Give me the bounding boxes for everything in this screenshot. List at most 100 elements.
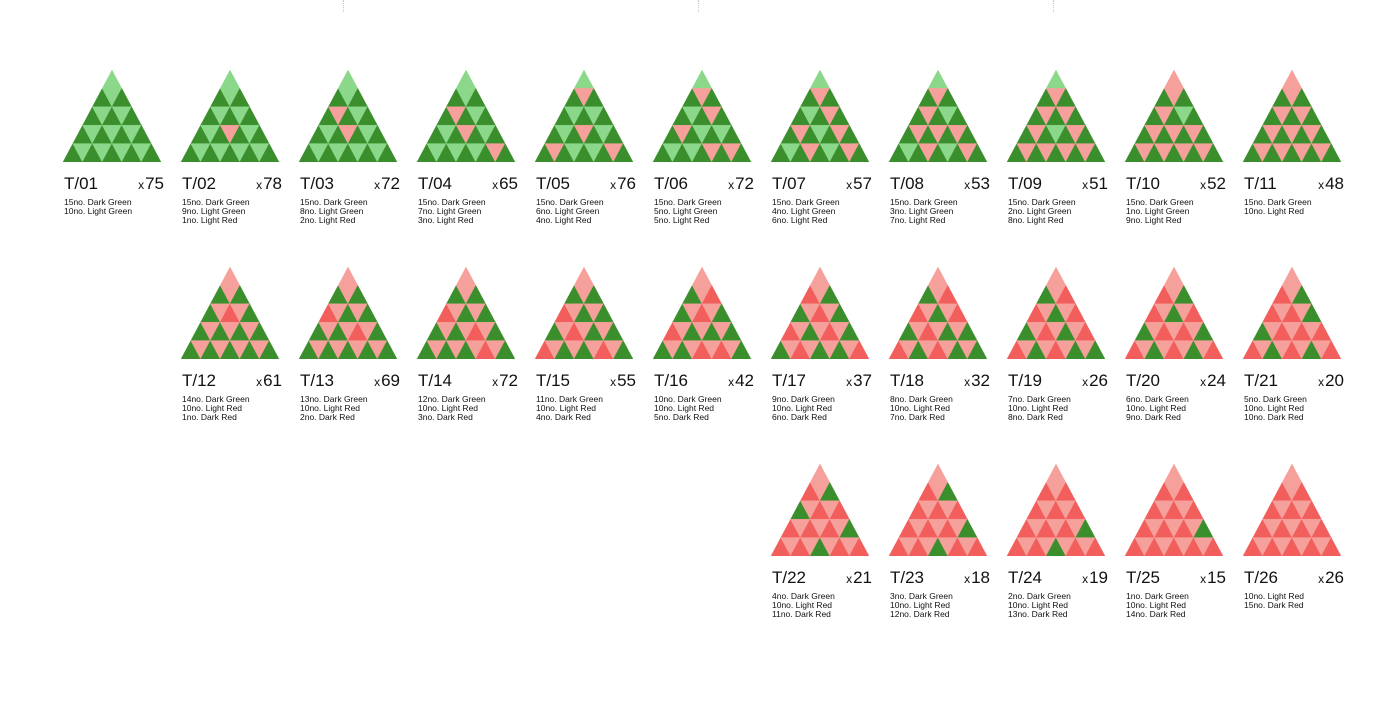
tile-quantity: x72 bbox=[492, 371, 518, 392]
tile-quantity: x18 bbox=[964, 568, 990, 589]
colour-count-line: 3no. Dark Green bbox=[890, 591, 953, 601]
triangle-pattern bbox=[417, 70, 515, 162]
colour-breakdown: 13no. Dark Green 10no. Light Red 2no. Dark… bbox=[300, 395, 368, 422]
up-triangle-dark-green bbox=[613, 340, 633, 359]
colour-count-line: 1no. Dark Green bbox=[1126, 591, 1189, 601]
colour-count-line: 10no. Light Red bbox=[772, 403, 833, 413]
quantity-value: 48 bbox=[1325, 174, 1344, 193]
tile-quantity: x51 bbox=[1082, 174, 1108, 195]
tile-quantity: x57 bbox=[846, 174, 872, 195]
up-triangle-dark-green bbox=[613, 143, 633, 162]
tile-t13: T/13 x69 13no. Dark Green 10no. Light Red 2n… bbox=[299, 267, 409, 427]
quantity-prefix: x bbox=[492, 178, 499, 192]
colour-count-line: 9no. Dark Green bbox=[772, 394, 835, 404]
up-triangle-light-green bbox=[1045, 70, 1067, 89]
quantity-value: 52 bbox=[1207, 174, 1226, 193]
up-triangle-dark-red bbox=[1321, 537, 1341, 556]
colour-count-line: 10no. Light Red bbox=[1126, 403, 1187, 413]
up-triangle-dark-green bbox=[259, 143, 279, 162]
colour-count-line: 10no. Light Red bbox=[1126, 600, 1187, 610]
quantity-prefix: x bbox=[964, 178, 971, 192]
up-triangle-dark-green bbox=[1321, 143, 1341, 162]
tile-t15: T/15 x55 11no. Dark Green 10no. Light Red 4n… bbox=[535, 267, 645, 427]
quantity-prefix: x bbox=[256, 375, 263, 389]
colour-count-line: 10no. Light Red bbox=[772, 600, 833, 610]
triangle-pattern bbox=[1007, 464, 1105, 556]
up-triangle-dark-red bbox=[1085, 537, 1105, 556]
quantity-prefix: x bbox=[1082, 572, 1089, 586]
up-triangle-light-red bbox=[1163, 464, 1185, 483]
quantity-prefix: x bbox=[964, 375, 971, 389]
colour-count-line: 15no. Dark Green bbox=[772, 197, 840, 207]
tile-quantity: x55 bbox=[610, 371, 636, 392]
colour-breakdown: 15no. Dark Green 1no. Light Green 9no. Lig… bbox=[1126, 198, 1194, 225]
tile-t12: T/12 x61 14no. Dark Green 10no. Light Red 1n… bbox=[181, 267, 291, 427]
quantity-value: 18 bbox=[971, 568, 990, 587]
tile-quantity: x48 bbox=[1318, 174, 1344, 195]
triangle-pattern bbox=[771, 464, 869, 556]
tile-t16: T/16 x42 10no. Dark Green 10no. Light Red 5n… bbox=[653, 267, 763, 427]
up-triangle-dark-green bbox=[731, 143, 751, 162]
up-triangle-light-red bbox=[1163, 267, 1185, 286]
up-triangle-dark-red bbox=[1203, 340, 1223, 359]
quantity-value: 76 bbox=[617, 174, 636, 193]
tile-t09: T/09 x51 15no. Dark Green 2no. Light Green 8… bbox=[1007, 70, 1117, 230]
up-triangle-dark-red bbox=[849, 340, 869, 359]
triangle-pattern bbox=[1007, 70, 1105, 162]
quantity-value: 78 bbox=[263, 174, 282, 193]
guide-mark-center bbox=[698, 0, 699, 12]
quantity-value: 26 bbox=[1089, 371, 1108, 390]
tile-t17: T/17 x37 9no. Dark Green 10no. Light Red 6no… bbox=[771, 267, 881, 427]
tile-code: T/09 bbox=[1008, 174, 1043, 193]
tile-quantity: x72 bbox=[728, 174, 754, 195]
tile-code: T/01 bbox=[64, 174, 99, 193]
tile-quantity: x24 bbox=[1200, 371, 1226, 392]
up-triangle-dark-green bbox=[495, 340, 515, 359]
colour-count-line: 5no. Light Green bbox=[654, 206, 718, 216]
colour-breakdown: 15no. Dark Green 10no. Light Green bbox=[64, 198, 132, 216]
colour-breakdown: 15no. Dark Green 8no. Light Green 2no. Lig… bbox=[300, 198, 368, 225]
colour-breakdown: 15no. Dark Green 7no. Light Green 3no. Lig… bbox=[418, 198, 486, 225]
up-triangle-light-red bbox=[927, 267, 949, 286]
colour-count-line: 9no. Dark Red bbox=[1126, 412, 1181, 422]
triangle-pattern bbox=[1125, 464, 1223, 556]
tile-code: T/23 bbox=[890, 568, 925, 587]
tile-t26: T/26 x26 10no. Light Red 15no. Dark Red bbox=[1243, 464, 1353, 624]
colour-count-line: 11no. Dark Red bbox=[772, 609, 831, 619]
colour-count-line: 13no. Dark Green bbox=[300, 394, 368, 404]
colour-count-line: 5no. Dark Red bbox=[654, 412, 709, 422]
tile-t03: T/03 x72 15no. Dark Green 8no. Light Green 2… bbox=[299, 70, 409, 230]
up-triangle-light-red bbox=[927, 464, 949, 483]
up-triangle-light-red bbox=[573, 267, 595, 286]
quantity-prefix: x bbox=[610, 375, 617, 389]
quantity-prefix: x bbox=[1200, 572, 1207, 586]
up-triangle-dark-green bbox=[1203, 143, 1223, 162]
up-triangle-light-green bbox=[573, 70, 595, 89]
tile-quantity: x26 bbox=[1318, 568, 1344, 589]
up-triangle-light-red bbox=[1281, 464, 1303, 483]
tile-t21: T/21 x20 5no. Dark Green 10no. Light Red 10n… bbox=[1243, 267, 1353, 427]
up-triangle-dark-red bbox=[849, 537, 869, 556]
up-triangle-light-red bbox=[1281, 267, 1303, 286]
colour-count-line: 2no. Dark Green bbox=[1008, 591, 1071, 601]
triangle-pattern bbox=[1125, 70, 1223, 162]
colour-breakdown: 8no. Dark Green 10no. Light Red 7no. Dark … bbox=[890, 395, 953, 422]
colour-count-line: 1no. Dark Red bbox=[182, 412, 237, 422]
tile-quantity: x65 bbox=[492, 174, 518, 195]
up-triangle-dark-green bbox=[967, 143, 987, 162]
triangle-pattern bbox=[889, 267, 987, 359]
quantity-value: 26 bbox=[1325, 568, 1344, 587]
quantity-prefix: x bbox=[1318, 375, 1325, 389]
tile-t08: T/08 x53 15no. Dark Green 3no. Light Green 7… bbox=[889, 70, 999, 230]
tile-code: T/04 bbox=[418, 174, 453, 193]
colour-breakdown: 10no. Light Red 15no. Dark Red bbox=[1244, 592, 1304, 610]
colour-count-line: 14no. Dark Green bbox=[182, 394, 250, 404]
colour-count-line: 10no. Light Red bbox=[890, 403, 951, 413]
colour-count-line: 10no. Light Red bbox=[654, 403, 715, 413]
colour-breakdown: 7no. Dark Green 10no. Light Red 8no. Dark … bbox=[1008, 395, 1071, 422]
quantity-value: 72 bbox=[735, 174, 754, 193]
up-triangle-dark-green bbox=[377, 143, 397, 162]
tile-code: T/08 bbox=[890, 174, 925, 193]
quantity-value: 42 bbox=[735, 371, 754, 390]
quantity-value: 20 bbox=[1325, 371, 1344, 390]
